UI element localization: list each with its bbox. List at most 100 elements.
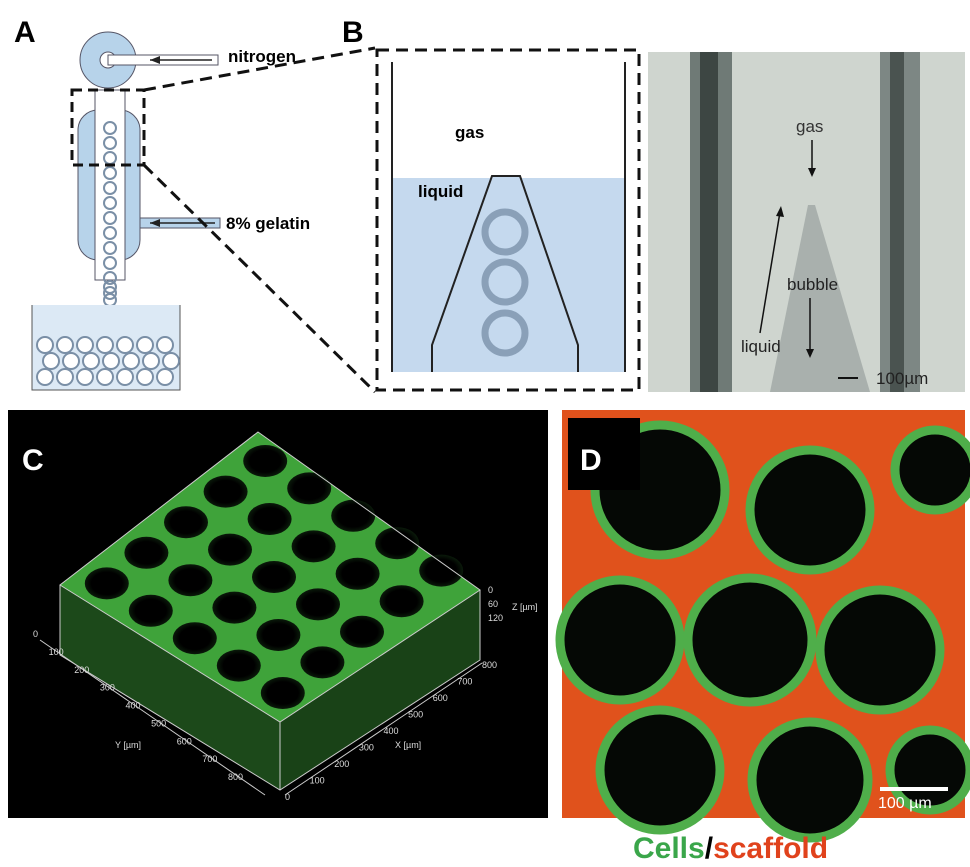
pore bbox=[243, 445, 288, 477]
panel-c: C Y [µm] X [µm] Z [µm] 0 100 200 300 400 500 6… bbox=[8, 410, 548, 818]
photo-gas-label: gas bbox=[796, 117, 823, 136]
droplet bbox=[103, 211, 117, 225]
panel-label: A bbox=[14, 16, 36, 49]
droplet bbox=[136, 336, 154, 354]
z-tick-label: 0 bbox=[488, 585, 493, 595]
droplet bbox=[116, 336, 134, 354]
pore bbox=[168, 564, 213, 597]
y-tick-label: 100 bbox=[49, 647, 64, 657]
pore bbox=[216, 649, 261, 682]
pore bbox=[300, 646, 345, 679]
droplet bbox=[103, 196, 117, 210]
pore bbox=[747, 717, 873, 843]
droplet bbox=[76, 336, 94, 354]
pore bbox=[124, 536, 169, 569]
caption: Cells/scaffold bbox=[633, 832, 828, 865]
droplet bbox=[42, 352, 60, 370]
pore bbox=[815, 585, 945, 715]
panel-label: C bbox=[22, 444, 44, 477]
y-tick-label: 400 bbox=[125, 701, 140, 711]
droplet bbox=[102, 352, 120, 370]
droplet bbox=[103, 181, 117, 195]
caption-scaffold: scaffold bbox=[713, 832, 828, 865]
pore bbox=[212, 591, 257, 624]
droplet bbox=[76, 368, 94, 386]
pore bbox=[683, 573, 817, 707]
pore bbox=[595, 705, 725, 835]
droplet bbox=[103, 241, 117, 255]
pore bbox=[252, 561, 296, 593]
x-tick-label: 600 bbox=[433, 693, 448, 703]
x-tick-label: 100 bbox=[310, 776, 325, 786]
pore bbox=[379, 585, 424, 618]
x-tick-label: 200 bbox=[334, 759, 349, 769]
x-tick-label: 800 bbox=[482, 660, 497, 670]
pore bbox=[203, 475, 248, 508]
droplet bbox=[142, 352, 160, 370]
liquid-label: liquid bbox=[418, 182, 463, 201]
pore bbox=[128, 594, 173, 627]
pore bbox=[208, 533, 252, 566]
x-tick-label: 700 bbox=[457, 677, 472, 687]
droplet bbox=[103, 226, 117, 240]
pore bbox=[164, 506, 208, 539]
x-tick-label: 400 bbox=[384, 726, 399, 736]
droplet bbox=[96, 368, 114, 386]
caption-slash: / bbox=[705, 832, 714, 865]
pore bbox=[172, 622, 217, 655]
y-tick-label: 300 bbox=[100, 683, 115, 693]
droplet bbox=[82, 352, 100, 370]
caption-cells: Cells bbox=[633, 832, 705, 865]
panel-a: A nitrogen 8% gelatin bbox=[14, 16, 377, 394]
droplet bbox=[96, 336, 114, 354]
pore bbox=[375, 527, 420, 560]
droplet bbox=[103, 256, 117, 270]
droplet bbox=[103, 166, 117, 180]
x-tick-label: 300 bbox=[359, 743, 374, 753]
y-tick-label: 200 bbox=[74, 665, 89, 675]
droplet bbox=[56, 336, 74, 354]
z-tick-label: 120 bbox=[488, 613, 503, 623]
droplet bbox=[62, 352, 80, 370]
photo-liquid-label: liquid bbox=[741, 337, 781, 356]
pore bbox=[256, 619, 301, 651]
scale-label: 100 µm bbox=[878, 795, 932, 812]
y-tick-label: 800 bbox=[228, 772, 243, 782]
droplet bbox=[162, 352, 180, 370]
pore bbox=[84, 567, 129, 600]
droplet bbox=[56, 368, 74, 386]
droplet bbox=[103, 286, 117, 300]
pore bbox=[287, 472, 332, 505]
x-tick-label: 0 bbox=[285, 792, 290, 802]
pore bbox=[291, 530, 336, 563]
y-tick-label: 600 bbox=[177, 736, 192, 746]
x-tick-label: 500 bbox=[408, 710, 423, 720]
pore bbox=[419, 554, 464, 587]
pore bbox=[555, 575, 685, 705]
y-tick-label: 500 bbox=[151, 718, 166, 728]
droplet bbox=[156, 368, 174, 386]
pore bbox=[335, 557, 380, 590]
droplet bbox=[156, 336, 174, 354]
droplet bbox=[36, 368, 54, 386]
panel-d: D 100 µm bbox=[555, 410, 970, 843]
panel-label: B bbox=[342, 16, 364, 49]
droplet bbox=[103, 121, 117, 135]
droplet bbox=[116, 368, 134, 386]
pore bbox=[247, 503, 292, 535]
photo-bubble-label: bubble bbox=[787, 275, 838, 294]
droplet bbox=[122, 352, 140, 370]
y-axis-title: Y [µm] bbox=[115, 740, 141, 750]
x-axis-title: X [µm] bbox=[395, 740, 421, 750]
gelatin-label: 8% gelatin bbox=[226, 214, 310, 233]
pore bbox=[260, 677, 305, 709]
pore bbox=[890, 425, 970, 515]
droplet bbox=[36, 336, 54, 354]
y-tick-label: 0 bbox=[33, 629, 38, 639]
pore bbox=[340, 615, 384, 648]
nitrogen-label: nitrogen bbox=[228, 47, 296, 66]
panel-label: D bbox=[580, 444, 602, 477]
scale-label: 100µm bbox=[876, 369, 928, 388]
droplet bbox=[136, 368, 154, 386]
